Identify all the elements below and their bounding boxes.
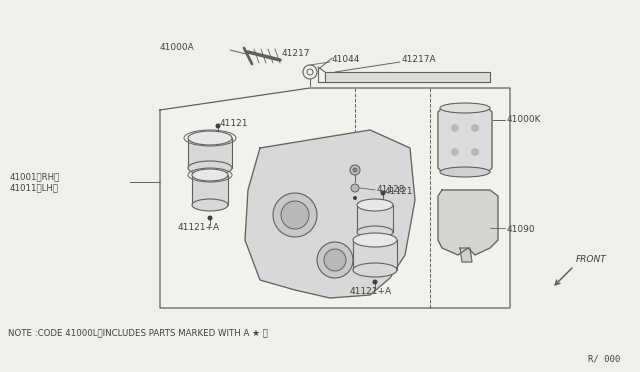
Text: FRONT: FRONT — [576, 256, 607, 264]
Polygon shape — [460, 248, 472, 262]
Ellipse shape — [353, 263, 397, 277]
Text: 41121: 41121 — [220, 119, 248, 128]
Circle shape — [350, 165, 360, 175]
Text: 41000A: 41000A — [160, 42, 195, 51]
Circle shape — [317, 242, 353, 278]
Circle shape — [281, 201, 309, 229]
Circle shape — [381, 190, 385, 196]
Ellipse shape — [192, 199, 228, 211]
Text: R/ 000: R/ 000 — [588, 355, 620, 364]
Circle shape — [372, 279, 378, 285]
Text: 41001〈RH〉: 41001〈RH〉 — [10, 173, 60, 182]
Circle shape — [451, 124, 459, 132]
Text: 41217A: 41217A — [402, 55, 436, 64]
Text: 41121+A: 41121+A — [178, 224, 220, 232]
Bar — [192, 175, 228, 205]
Polygon shape — [438, 190, 498, 255]
Circle shape — [207, 215, 212, 221]
Circle shape — [451, 148, 459, 156]
Text: 41011〈LH〉: 41011〈LH〉 — [10, 183, 59, 192]
Ellipse shape — [357, 199, 393, 211]
Text: 41121+A: 41121+A — [350, 288, 392, 296]
Text: 41128: 41128 — [377, 186, 406, 195]
Circle shape — [273, 193, 317, 237]
Text: 41090: 41090 — [507, 225, 536, 234]
Text: NOTE :CODE 41000L（INCLUDES PARTS MARKED WITH A ★ ）: NOTE :CODE 41000L（INCLUDES PARTS MARKED … — [8, 328, 268, 337]
Ellipse shape — [188, 161, 232, 175]
Circle shape — [324, 249, 346, 271]
Circle shape — [353, 168, 357, 172]
Text: 41044: 41044 — [332, 55, 360, 64]
Text: 41121: 41121 — [385, 186, 413, 196]
Circle shape — [471, 148, 479, 156]
Ellipse shape — [440, 103, 490, 113]
Ellipse shape — [440, 167, 490, 177]
Polygon shape — [245, 130, 415, 298]
Polygon shape — [160, 88, 510, 308]
Bar — [188, 138, 232, 168]
Circle shape — [351, 184, 359, 192]
Ellipse shape — [353, 233, 397, 247]
Polygon shape — [438, 108, 492, 172]
Circle shape — [303, 65, 317, 79]
Circle shape — [216, 124, 221, 128]
Bar — [357, 205, 393, 232]
Text: 41217: 41217 — [282, 49, 310, 58]
Ellipse shape — [192, 169, 228, 181]
Polygon shape — [325, 72, 490, 82]
Ellipse shape — [188, 131, 232, 145]
Ellipse shape — [357, 226, 393, 238]
Text: 41000K: 41000K — [507, 115, 541, 125]
Circle shape — [307, 69, 313, 75]
Circle shape — [353, 196, 357, 200]
Circle shape — [471, 124, 479, 132]
Bar — [353, 240, 397, 270]
